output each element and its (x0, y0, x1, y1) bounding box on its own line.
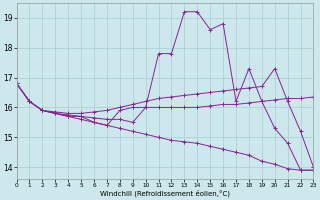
X-axis label: Windchill (Refroidissement éolien,°C): Windchill (Refroidissement éolien,°C) (100, 190, 230, 197)
